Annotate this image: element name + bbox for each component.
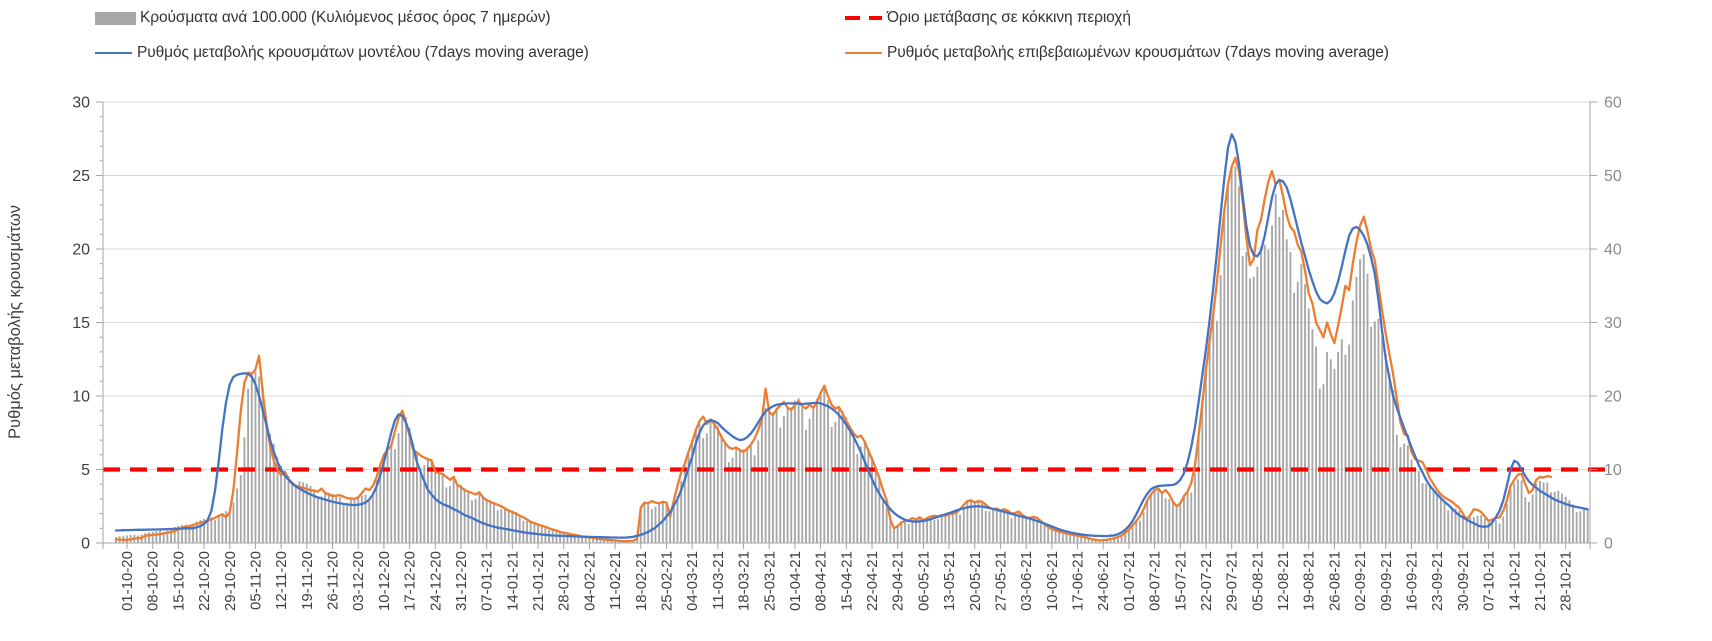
bar-series-swatch-icon [95, 11, 136, 25]
legend-item-model-rate: Ρυθμός μεταβολής κρουσμάτων μοντέλου (7d… [95, 44, 589, 62]
rate-line-series [114, 133, 1589, 543]
svg-text:11-02-21: 11-02-21 [607, 551, 624, 610]
svg-text:40: 40 [1604, 242, 1622, 259]
svg-text:04-03-21: 04-03-21 [684, 551, 701, 611]
svg-text:10-12-20: 10-12-20 [376, 551, 393, 611]
svg-text:18-02-21: 18-02-21 [633, 551, 650, 611]
svg-text:30: 30 [1604, 315, 1622, 332]
svg-text:16-09-21: 16-09-21 [1404, 551, 1421, 611]
cases-bars-series [115, 166, 1589, 544]
svg-text:08-07-21: 08-07-21 [1147, 551, 1164, 611]
legend-label-threshold: Όριο μετάβασης σε κόκκινη περιοχή [887, 9, 1131, 26]
svg-text:12-11-20: 12-11-20 [273, 551, 290, 610]
svg-text:14-10-21: 14-10-21 [1506, 551, 1523, 611]
svg-text:25: 25 [72, 168, 90, 185]
svg-text:22-04-21: 22-04-21 [864, 551, 881, 611]
svg-text:24-12-20: 24-12-20 [427, 551, 444, 611]
svg-text:30: 30 [72, 95, 90, 112]
svg-text:20-05-21: 20-05-21 [967, 551, 984, 611]
svg-text:01-07-21: 01-07-21 [1121, 551, 1138, 611]
svg-text:08-04-21: 08-04-21 [813, 551, 830, 611]
svg-text:22-10-20: 22-10-20 [196, 551, 213, 611]
svg-text:26-08-21: 26-08-21 [1326, 551, 1343, 611]
svg-text:50: 50 [1604, 168, 1622, 185]
svg-text:26-11-20: 26-11-20 [325, 551, 342, 610]
svg-text:27-05-21: 27-05-21 [992, 551, 1009, 611]
svg-text:11-03-21: 11-03-21 [710, 551, 727, 610]
svg-text:15-10-20: 15-10-20 [170, 551, 187, 611]
svg-text:0: 0 [1604, 536, 1613, 553]
svg-text:17-06-21: 17-06-21 [1070, 551, 1087, 611]
svg-text:29-10-20: 29-10-20 [222, 551, 239, 611]
svg-text:10-06-21: 10-06-21 [1044, 551, 1061, 611]
threshold-dash-swatch-icon [845, 15, 882, 21]
svg-text:09-09-21: 09-09-21 [1378, 551, 1395, 611]
legend-item-red-threshold: Όριο μετάβασης σε κόκκινη περιοχή [845, 9, 1131, 27]
svg-text:24-06-21: 24-06-21 [1095, 551, 1112, 611]
svg-text:17-12-20: 17-12-20 [402, 551, 419, 611]
svg-text:07-01-21: 07-01-21 [479, 551, 496, 611]
svg-text:02-09-21: 02-09-21 [1352, 551, 1369, 611]
svg-text:15-04-21: 15-04-21 [838, 551, 855, 611]
svg-text:05-08-21: 05-08-21 [1249, 551, 1266, 611]
svg-text:20: 20 [1604, 389, 1622, 406]
svg-text:60: 60 [1604, 95, 1622, 112]
svg-text:01-04-21: 01-04-21 [787, 551, 804, 611]
svg-text:29-04-21: 29-04-21 [890, 551, 907, 611]
svg-text:23-09-21: 23-09-21 [1429, 551, 1446, 611]
svg-text:03-06-21: 03-06-21 [1018, 551, 1035, 611]
svg-text:31-12-20: 31-12-20 [453, 551, 470, 611]
svg-text:0: 0 [81, 536, 90, 553]
svg-text:25-02-21: 25-02-21 [658, 551, 675, 611]
legend-label-confirmed: Ρυθμός μεταβολής επιβεβαιωμένων κρουσμάτ… [887, 44, 1389, 61]
svg-text:07-10-21: 07-10-21 [1481, 551, 1498, 611]
svg-text:14-01-21: 14-01-21 [504, 551, 521, 611]
svg-text:5: 5 [81, 462, 90, 479]
model-line-swatch-icon [95, 51, 132, 55]
svg-text:15: 15 [72, 315, 90, 332]
legend-item-confirmed-rate: Ρυθμός μεταβολής επιβεβαιωμένων κρουσμάτ… [845, 44, 1389, 62]
svg-text:21-10-21: 21-10-21 [1532, 551, 1549, 611]
svg-text:22-07-21: 22-07-21 [1198, 551, 1215, 611]
svg-text:10: 10 [72, 389, 90, 406]
svg-text:18-03-21: 18-03-21 [736, 551, 753, 611]
svg-text:13-05-21: 13-05-21 [941, 551, 958, 611]
svg-text:12-08-21: 12-08-21 [1275, 551, 1292, 611]
legend-label-cases: Κρούσματα ανά 100.000 (Κυλιόμενος μέσος … [140, 9, 551, 26]
svg-text:04-02-21: 04-02-21 [581, 551, 598, 611]
svg-text:10: 10 [1604, 462, 1622, 479]
svg-text:25-03-21: 25-03-21 [761, 551, 778, 611]
svg-text:03-12-20: 03-12-20 [350, 551, 367, 611]
svg-text:21-01-21: 21-01-21 [530, 551, 547, 611]
svg-text:29-07-21: 29-07-21 [1224, 551, 1241, 611]
svg-text:28-01-21: 28-01-21 [556, 551, 573, 611]
svg-text:19-08-21: 19-08-21 [1301, 551, 1318, 611]
svg-text:30-09-21: 30-09-21 [1455, 551, 1472, 611]
axes-and-ticks: 0 5 10 15 20 25 30 0 10 20 30 40 50 60 01-10-20 08-10-2… [72, 95, 1622, 612]
legend-item-cases-per-100k: Κρούσματα ανά 100.000 (Κυλιόμενος μέσος … [95, 9, 551, 27]
legend-label-model: Ρυθμός μεταβολής κρουσμάτων μοντέλου (7d… [137, 44, 589, 61]
svg-text:06-05-21: 06-05-21 [915, 551, 932, 611]
svg-text:28-10-21: 28-10-21 [1558, 551, 1575, 611]
svg-text:05-11-20: 05-11-20 [247, 551, 264, 610]
y-axis-title: Ρυθμός μεταβολής κρουσμάτων [6, 205, 24, 439]
svg-text:08-10-20: 08-10-20 [145, 551, 162, 611]
svg-text:19-11-20: 19-11-20 [299, 551, 316, 610]
svg-text:15-07-21: 15-07-21 [1172, 551, 1189, 611]
svg-text:20: 20 [72, 242, 90, 259]
svg-text:01-10-20: 01-10-20 [119, 551, 136, 611]
confirmed-line-swatch-icon [845, 51, 882, 55]
